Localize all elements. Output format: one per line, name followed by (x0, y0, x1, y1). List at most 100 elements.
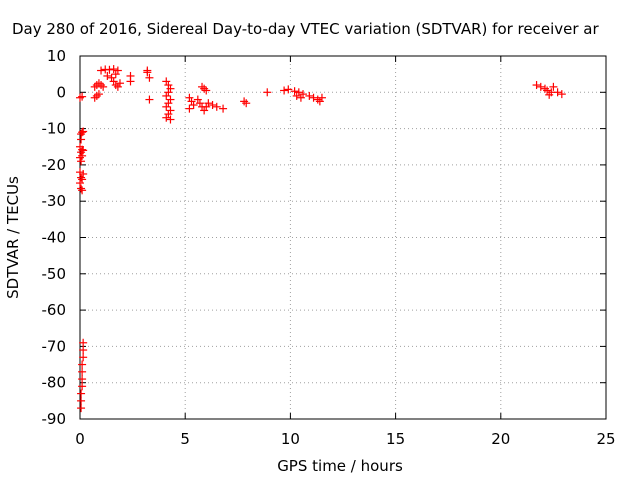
x-axis-label: GPS time / hours (277, 457, 403, 475)
plot-frame (79, 55, 607, 420)
y-tick-label: -60 (42, 301, 67, 319)
data-point (90, 82, 99, 91)
data-point (299, 90, 308, 99)
data-point (76, 93, 84, 102)
data-point (76, 179, 84, 188)
data-point (77, 184, 86, 193)
x-tick-label: 15 (386, 430, 405, 448)
data-point (313, 95, 322, 104)
data-point (97, 66, 106, 75)
data-point (164, 88, 173, 97)
data-point (77, 157, 86, 166)
data-point (317, 93, 326, 102)
data-point (166, 106, 175, 115)
y-tick-label: -10 (42, 120, 67, 138)
data-point (78, 128, 87, 137)
data-point (97, 81, 106, 90)
data-point (109, 77, 118, 86)
data-point (115, 79, 124, 88)
data-point (78, 360, 87, 369)
data-point (162, 91, 171, 100)
data-point (103, 71, 112, 80)
data-point (202, 86, 211, 95)
data-point (545, 90, 554, 99)
data-point (195, 99, 204, 108)
data-point (162, 102, 171, 111)
data-point (107, 73, 116, 82)
data-point (202, 102, 211, 111)
data-point (290, 87, 299, 96)
x-tick-label: 20 (491, 430, 510, 448)
data-point (532, 81, 541, 90)
y-tick-label: -50 (42, 265, 67, 283)
data-point (164, 99, 173, 108)
data-point (77, 135, 86, 144)
tick-layer: 0 5 10 15 20 25 10 0 -10 -20 -30 -40 -50 -60 -70 -80 -90 (42, 47, 616, 448)
data-point (92, 91, 101, 100)
x-tick-label: 25 (596, 430, 615, 448)
data-point (536, 82, 545, 91)
data-point (204, 99, 213, 108)
data-point (543, 86, 552, 95)
data-point (166, 115, 175, 124)
data-point (540, 84, 549, 93)
data-point (79, 146, 88, 155)
data-point (113, 66, 122, 75)
data-point (187, 97, 196, 106)
data-point (296, 93, 305, 102)
data-point (263, 88, 272, 97)
data-point (143, 66, 152, 75)
data-point (242, 99, 251, 108)
data-point (79, 353, 88, 362)
data-point (113, 82, 122, 91)
data-point (78, 382, 87, 391)
data-point (94, 79, 103, 88)
data-point (126, 71, 135, 80)
y-tick-label: 0 (56, 83, 66, 101)
data-point (200, 84, 209, 93)
x-tick-label: 0 (75, 430, 85, 448)
data-point (549, 82, 558, 91)
data-point (77, 404, 86, 413)
data-point (77, 396, 86, 405)
data-point (212, 102, 221, 111)
y-tick-label: -80 (42, 374, 67, 392)
data-point (145, 95, 154, 104)
data-point (162, 113, 171, 122)
mark-layer (76, 65, 566, 413)
y-tick-label: -20 (42, 156, 67, 174)
data-point (78, 92, 87, 101)
data-point (219, 104, 228, 113)
data-point (78, 367, 87, 376)
data-point (79, 338, 88, 347)
data-point (79, 127, 88, 136)
data-point (185, 93, 194, 102)
data-point (99, 82, 108, 91)
data-point (557, 90, 566, 99)
data-point (77, 173, 86, 182)
data-point (240, 97, 249, 106)
data-point (309, 93, 318, 102)
data-point (280, 86, 289, 95)
data-point (553, 88, 562, 97)
y-tick-label: 10 (47, 47, 66, 65)
x-tick-label: 10 (281, 430, 300, 448)
data-point (78, 175, 87, 184)
data-point (109, 65, 118, 74)
data-point (200, 106, 209, 115)
data-point (76, 153, 84, 162)
y-tick-label: -70 (42, 337, 67, 355)
data-point (162, 77, 171, 86)
chart-title: Day 280 of 2016, Sidereal Day-to-day VTE… (12, 20, 599, 38)
data-point (193, 95, 202, 104)
data-point (164, 81, 173, 90)
data-point (111, 70, 120, 79)
data-point (78, 186, 87, 195)
data-point (145, 73, 154, 82)
data-point (315, 97, 324, 106)
data-point (166, 95, 175, 104)
y-tick-label: -90 (42, 410, 67, 428)
data-point (294, 88, 303, 97)
